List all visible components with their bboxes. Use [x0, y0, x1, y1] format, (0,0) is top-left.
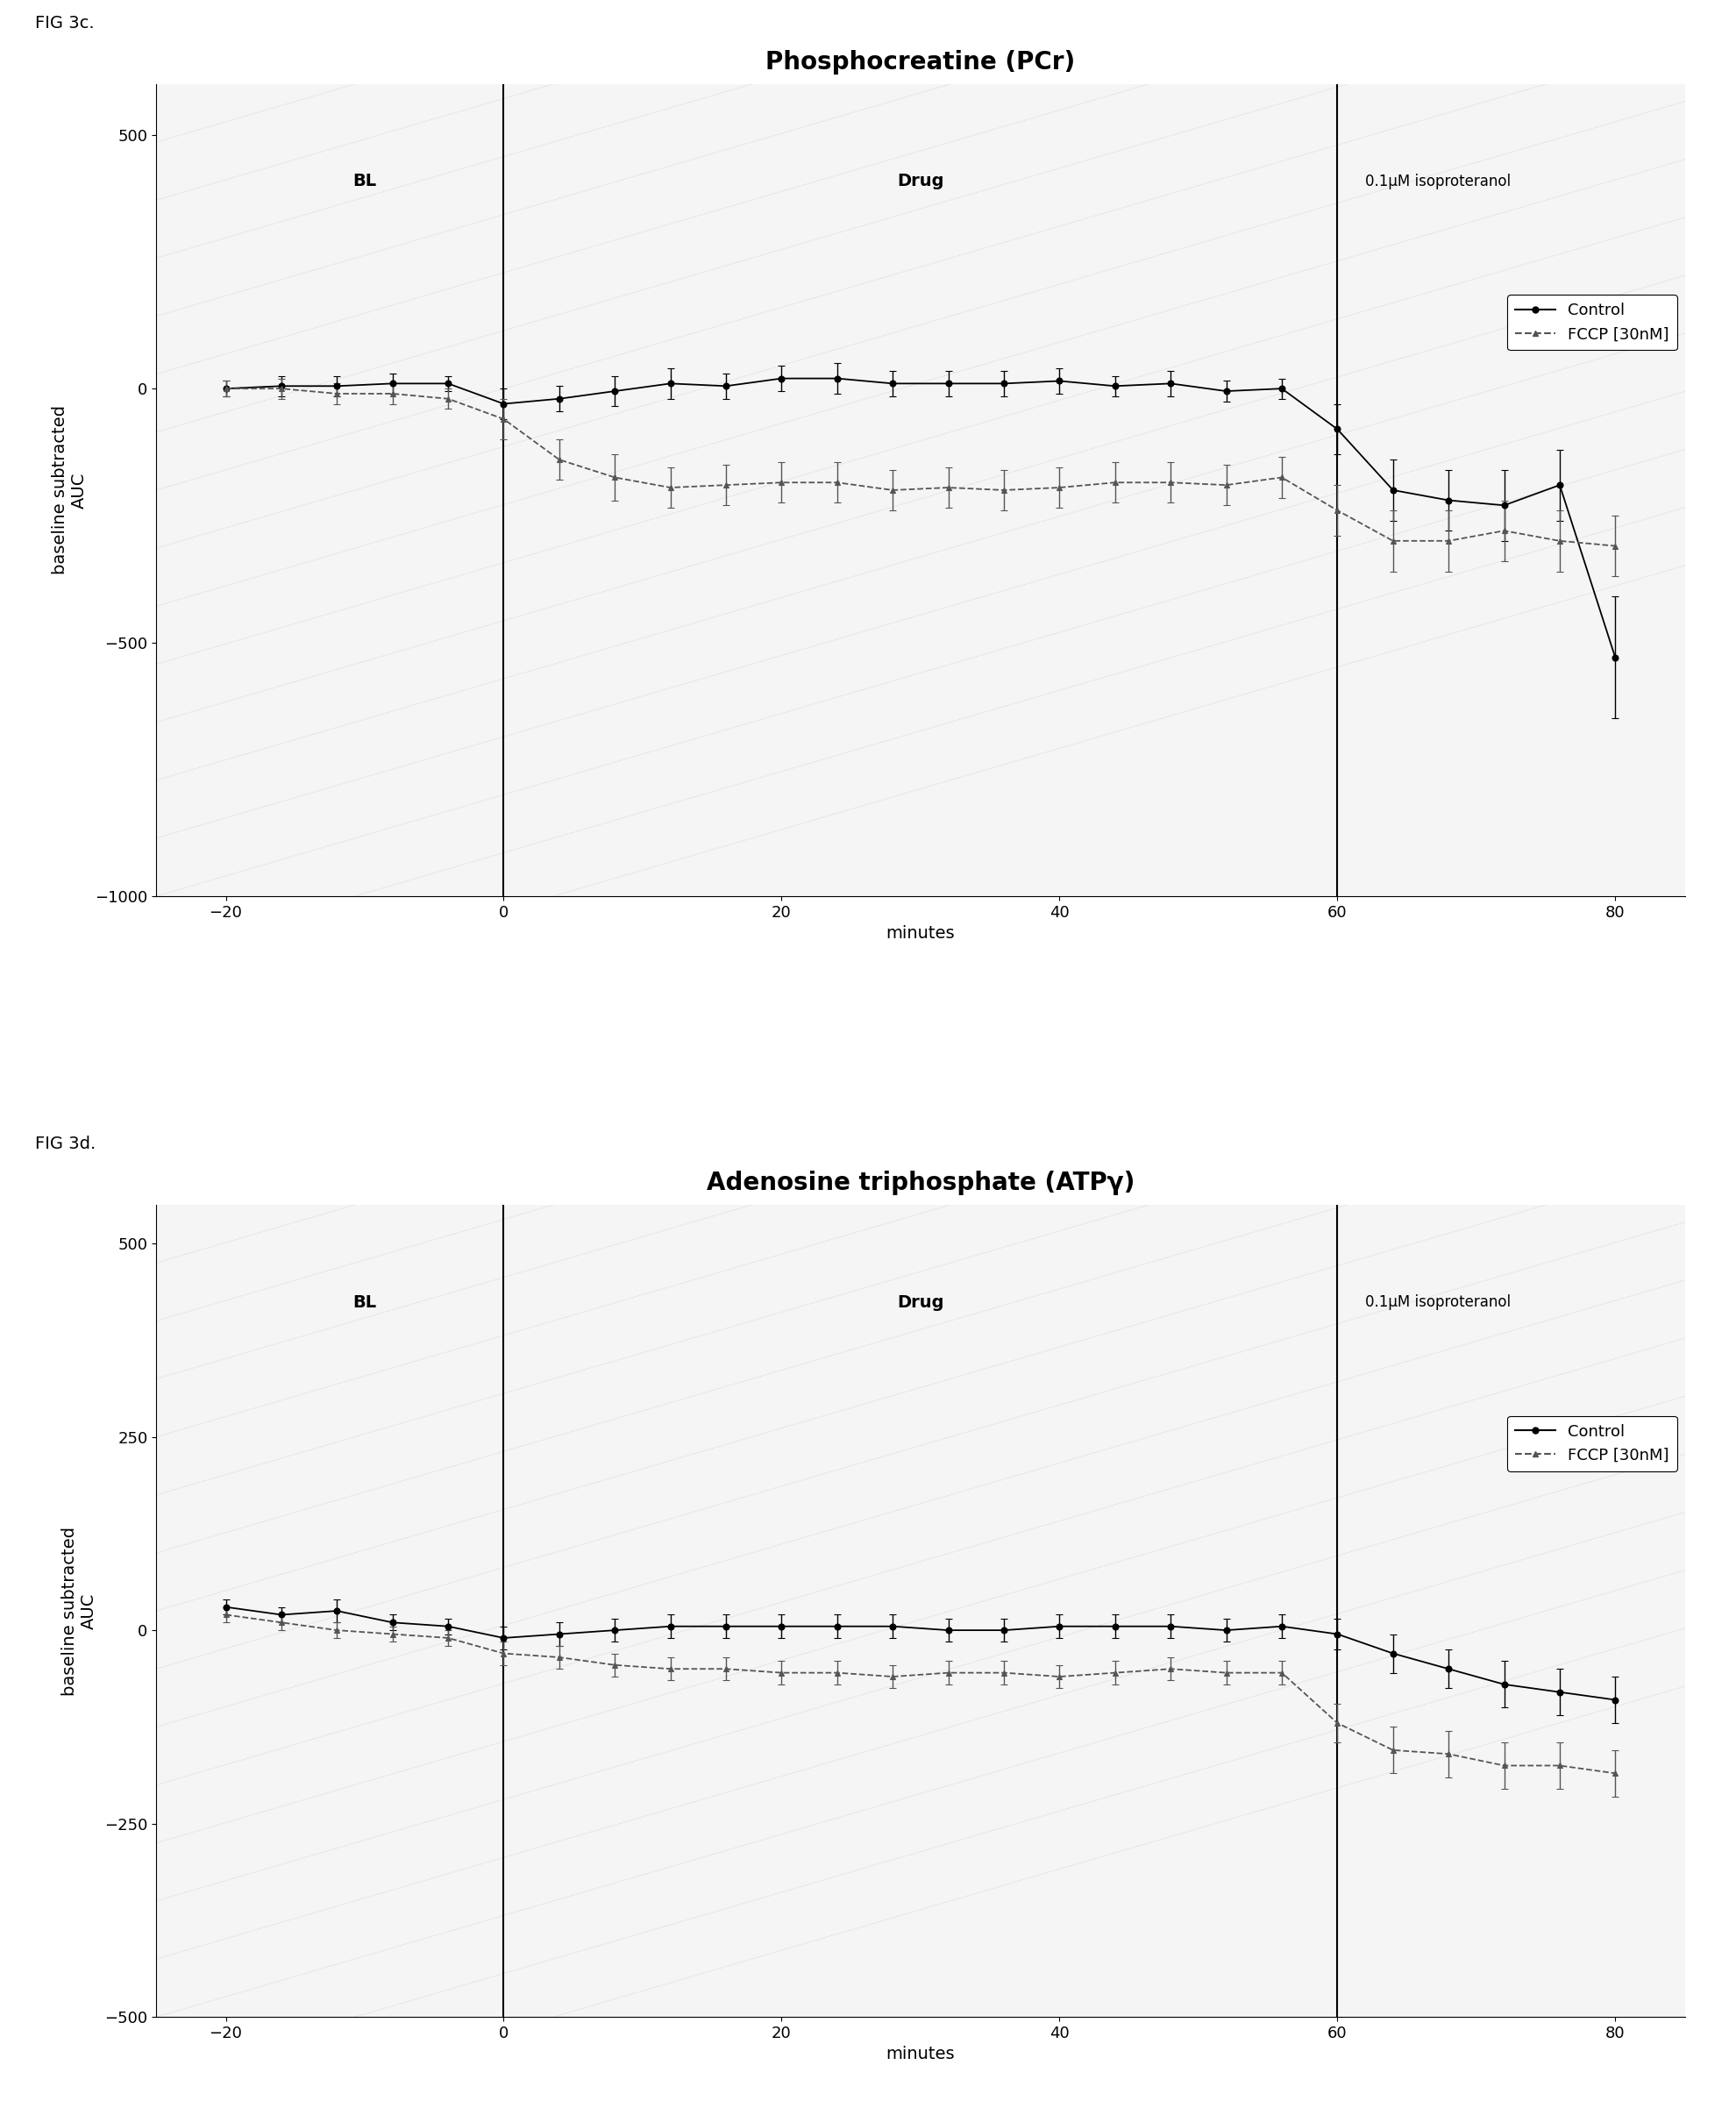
Text: BL: BL [352, 1294, 377, 1311]
Legend: Control, FCCP [30nM]: Control, FCCP [30nM] [1507, 294, 1675, 351]
Text: 0.1μM isoproteranol: 0.1μM isoproteranol [1364, 174, 1510, 189]
X-axis label: minutes: minutes [885, 2046, 955, 2063]
Text: FIG 3d.: FIG 3d. [35, 1137, 95, 1151]
Title: Phosphocreatine (PCr): Phosphocreatine (PCr) [766, 50, 1075, 76]
Title: Adenosine triphosphate (ATPγ): Adenosine triphosphate (ATPγ) [707, 1170, 1134, 1195]
X-axis label: minutes: minutes [885, 924, 955, 941]
Text: FIG 3c.: FIG 3c. [35, 15, 94, 32]
Y-axis label: baseline subtracted
AUC: baseline subtracted AUC [52, 405, 87, 576]
Y-axis label: baseline subtracted
AUC: baseline subtracted AUC [61, 1525, 97, 1696]
Text: Drug: Drug [896, 1294, 944, 1311]
Text: 0.1μM isoproteranol: 0.1μM isoproteranol [1364, 1294, 1510, 1311]
Text: BL: BL [352, 172, 377, 189]
Legend: Control, FCCP [30nM]: Control, FCCP [30nM] [1507, 1416, 1675, 1471]
Text: Drug: Drug [896, 172, 944, 189]
